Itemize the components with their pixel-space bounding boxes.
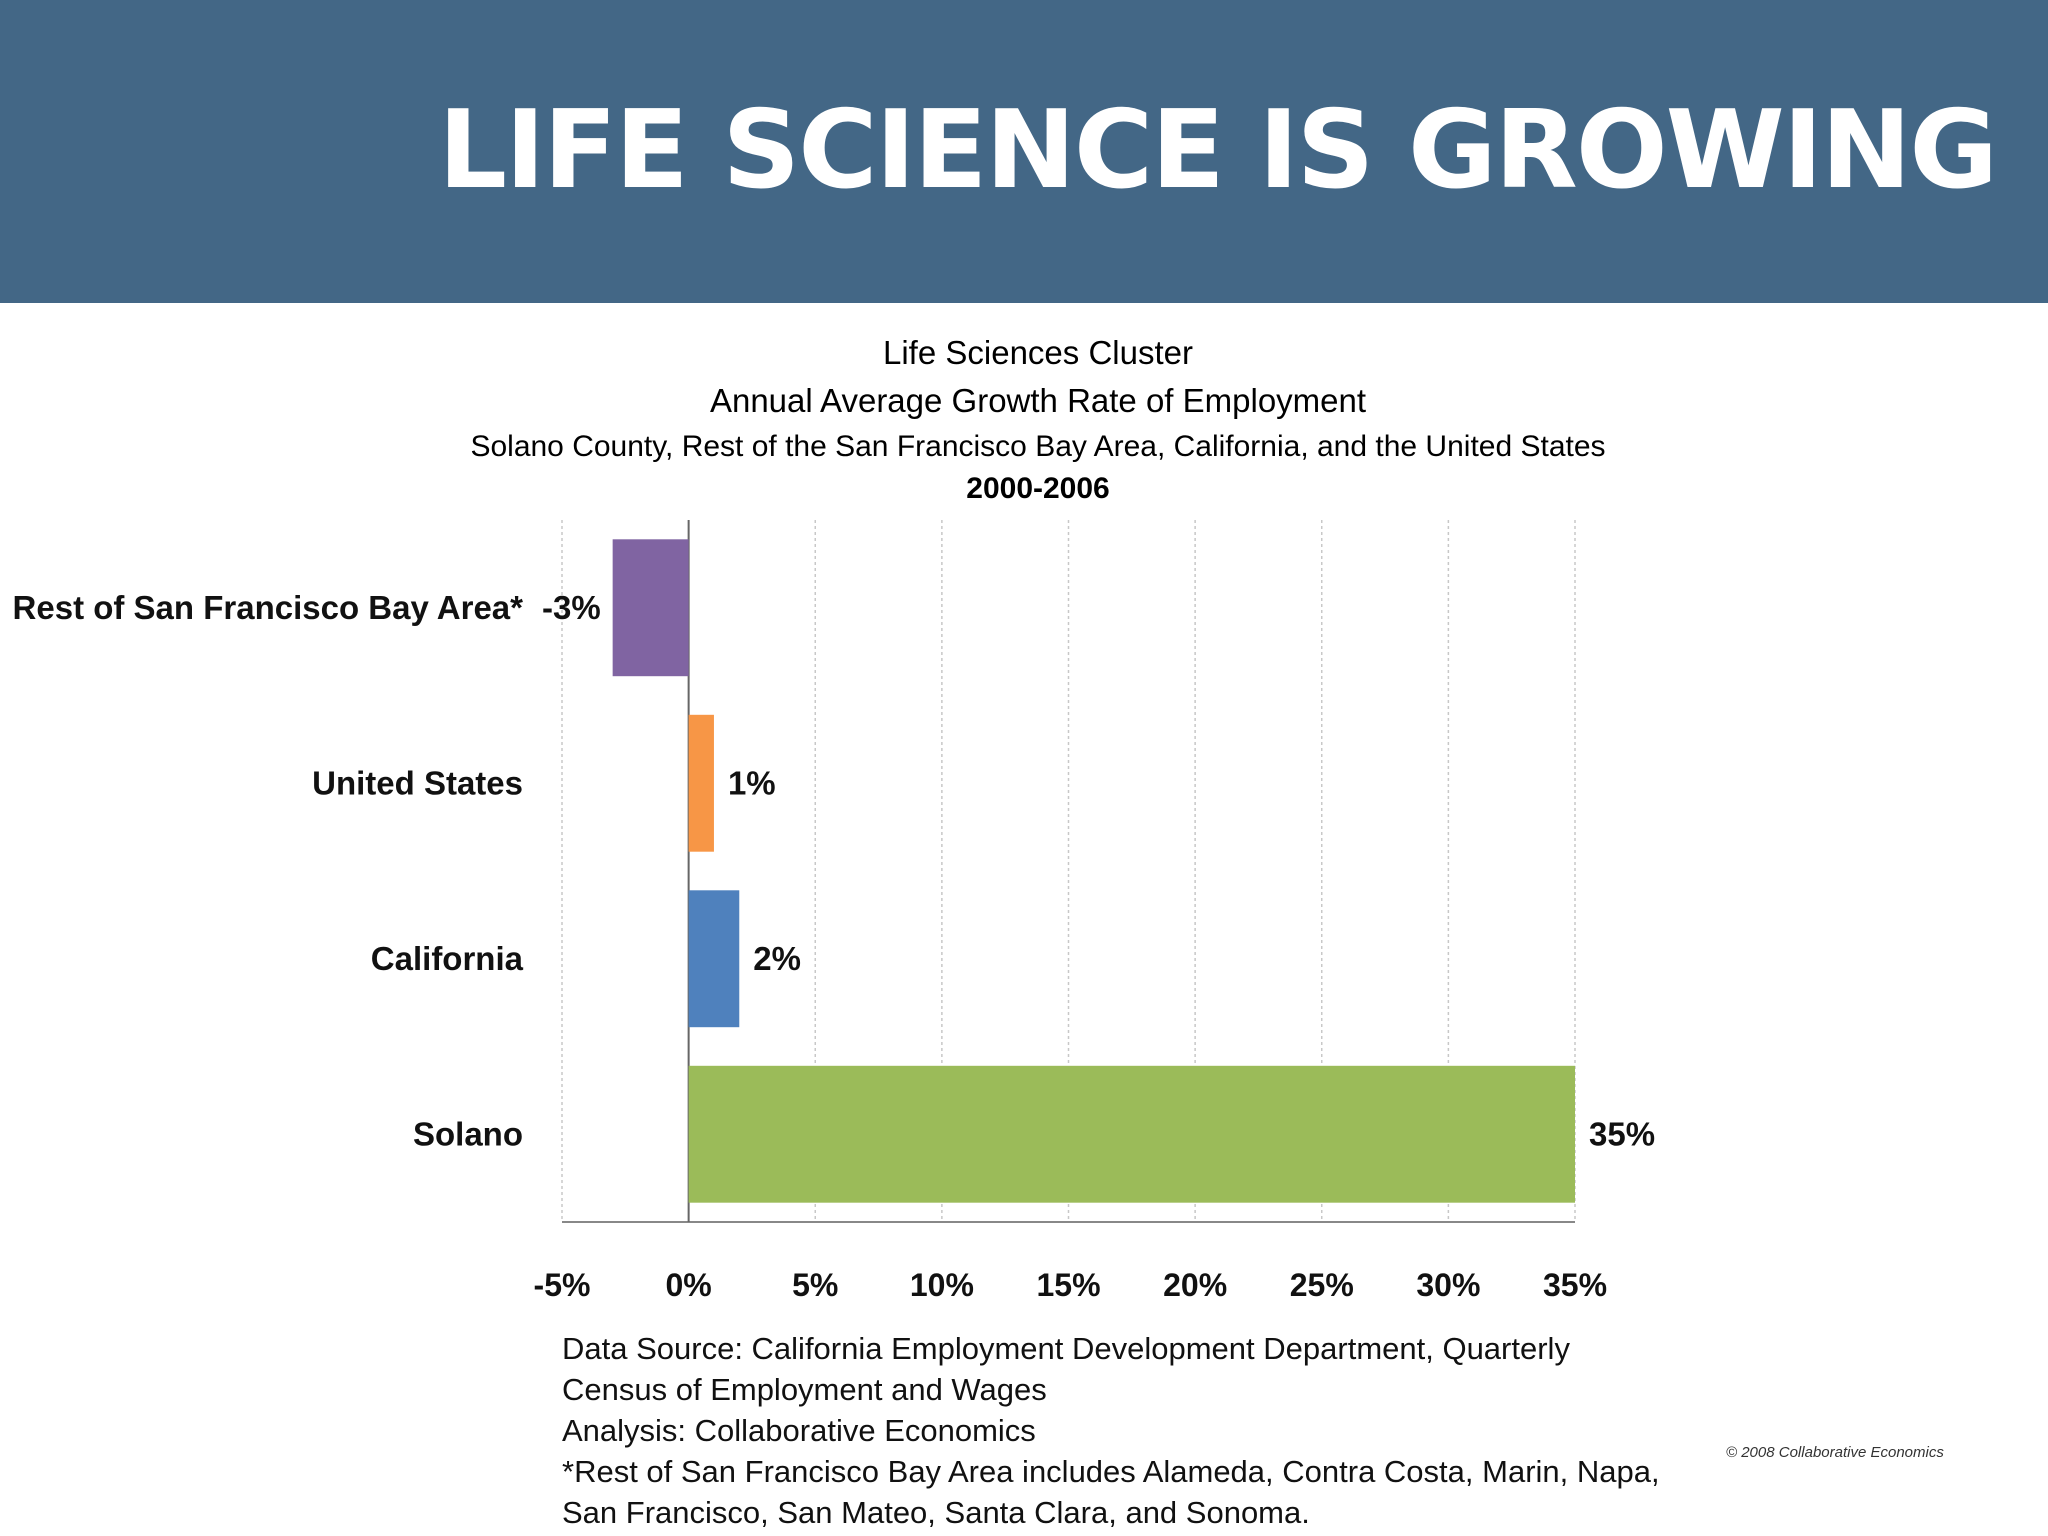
data-label: 1% [728,764,776,801]
x-tick-label: 10% [910,1267,974,1303]
title-banner [0,0,2048,303]
bar-rest-of-san-francisco-bay-area [612,539,689,677]
note-line: Data Source: California Employment Devel… [562,1331,1570,1366]
data-label: 35% [1589,1115,1655,1152]
source-notes: Data Source: California Employment Devel… [562,1328,1662,1533]
chart-subtitle-regions: Solano County, Rest of the San Francisco… [470,430,1606,463]
x-tick-label: 25% [1290,1267,1354,1303]
category-label: Rest of San Francisco Bay Area* [13,589,524,626]
chart-subtitle: Annual Average Growth Rate of Employment [709,382,1367,419]
x-tick-label: 20% [1163,1267,1227,1303]
bar-solano [688,1065,1575,1203]
slide-title: LIFE SCIENCE IS GROWING [438,88,1998,213]
x-tick-label: 0% [666,1267,712,1303]
note-line: San Francisco, San Mateo, Santa Clara, a… [562,1495,1310,1530]
copyright-notice: © 2008 Collaborative Economics [1726,1444,1944,1461]
x-tick-label: 35% [1543,1267,1607,1303]
note-line: *Rest of San Francisco Bay Area includes… [562,1454,1660,1489]
x-tick-label: -5% [534,1267,591,1303]
x-tick-label: 15% [1036,1267,1100,1303]
category-label: Solano [413,1115,523,1152]
note-line: Census of Employment and Wages [562,1372,1047,1407]
category-label: United States [312,764,523,801]
bar-california [688,890,740,1028]
chart-period: 2000-2006 [966,472,1110,505]
data-label: -3% [542,589,601,626]
bar-united-states [688,714,714,852]
data-label: 2% [753,940,801,977]
x-tick-label: 30% [1416,1267,1480,1303]
category-label: California [371,940,524,977]
chart-title: Life Sciences Cluster [883,334,1193,371]
x-tick-label: 5% [792,1267,838,1303]
note-line: Analysis: Collaborative Economics [562,1413,1036,1448]
